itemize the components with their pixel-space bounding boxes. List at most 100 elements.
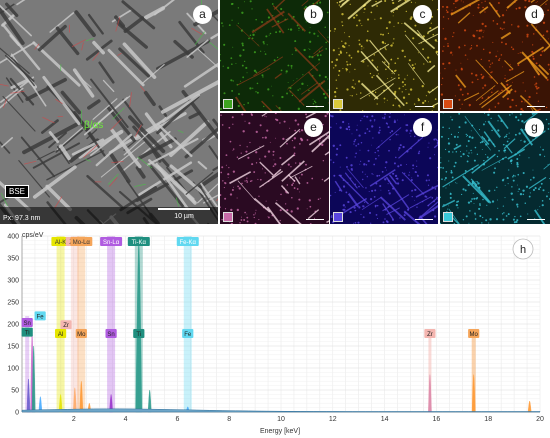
element-label: Zr xyxy=(63,323,69,329)
element-label-box xyxy=(127,237,150,246)
panel-letter-b: b xyxy=(304,5,323,24)
element-badge-c xyxy=(333,99,343,109)
y-tick-label: 200 xyxy=(7,322,19,329)
eds-spectrum-chart: Al-KZr-LMo-LαSn-LαTi-KαFe-KαFeSnTiZrAlMo… xyxy=(0,224,550,438)
spectrum-peak xyxy=(527,400,532,413)
y-tick-label: 50 xyxy=(11,388,19,395)
x-tick-label: 8 xyxy=(227,416,231,423)
x-tick-label: 10 xyxy=(277,416,285,423)
y-tick-label: 300 xyxy=(7,278,19,285)
pixel-size-label: Px: 97.3 nm xyxy=(3,215,41,222)
spectrum-peak xyxy=(428,374,432,413)
x-tick-label: 12 xyxy=(329,416,337,423)
element-label-box xyxy=(60,320,72,330)
map-scale-bar-d xyxy=(527,106,545,107)
spectrum-peaks xyxy=(26,242,532,413)
element-map-d xyxy=(440,0,550,111)
element-label-box xyxy=(133,329,145,338)
y-tick-label: 0 xyxy=(15,410,19,417)
y-tick-label: 250 xyxy=(7,300,19,307)
element-label-box xyxy=(51,237,70,246)
element-label-box xyxy=(21,318,33,327)
panel-letter-d: d xyxy=(525,5,544,24)
map-scale-bar-b xyxy=(306,106,324,107)
element-label-box xyxy=(468,329,480,338)
element-label: Ti-Kα xyxy=(132,240,147,246)
bse-micrograph xyxy=(0,0,218,224)
scale-bar-label: 10 µm xyxy=(174,213,194,220)
element-badge-f xyxy=(333,212,343,222)
panel-letter-h: h xyxy=(520,244,526,256)
element-label: Mo xyxy=(470,332,479,338)
element-label: Sn xyxy=(107,332,114,338)
element-label: Sn-Lα xyxy=(103,240,120,246)
element-label-box xyxy=(176,237,199,246)
spectrum-peak xyxy=(73,387,77,413)
element-label: Ti xyxy=(25,331,30,337)
element-label: Al-K xyxy=(55,240,66,246)
element-label-box xyxy=(424,329,436,338)
element-label-box xyxy=(100,237,123,246)
phase-label: β/αs xyxy=(84,120,104,131)
element-label: Fe xyxy=(37,314,45,320)
element-label-box xyxy=(70,237,93,246)
element-label: Al xyxy=(58,332,63,338)
spectrum-peak xyxy=(109,394,113,413)
panel-a-bse-image: a BSE Px: 97.3 nm 10 µm β/αs xyxy=(0,0,218,224)
spectrum-peak xyxy=(58,394,63,413)
spectrum-peak xyxy=(147,389,152,413)
x-tick-label: 2 xyxy=(72,416,76,423)
spectrum-background xyxy=(21,408,541,413)
panel-letter-c: c xyxy=(413,5,432,24)
spectrum-peak xyxy=(38,396,43,413)
panel-letter-e: e xyxy=(304,118,323,137)
map-scale-bar-f xyxy=(415,219,433,220)
element-label-box xyxy=(75,329,87,338)
element-label-box xyxy=(34,311,46,321)
panel-e-map: e xyxy=(220,113,329,224)
element-label-box xyxy=(105,329,117,338)
element-label: Fe-Kα xyxy=(180,240,197,246)
panel-letter-f: f xyxy=(413,118,432,137)
panel-c-map: c xyxy=(330,0,438,111)
y-tick-label: 350 xyxy=(7,256,19,263)
x-axis-label: Energy [keV] xyxy=(260,428,300,435)
x-tick-label: 6 xyxy=(175,416,179,423)
spectrum-peak xyxy=(471,374,476,413)
bse-mode-label: BSE xyxy=(5,185,30,198)
map-scale-bar-c xyxy=(415,106,433,107)
element-label-box xyxy=(21,327,33,337)
panel-letter-h-circle xyxy=(512,238,534,260)
panel-letter-a: a xyxy=(193,5,212,24)
element-badge-b xyxy=(223,99,233,109)
y-tick-label: 150 xyxy=(7,344,19,351)
panel-g-map: g xyxy=(440,113,550,224)
element-label: Mo-Lα xyxy=(73,240,91,246)
x-tick-label: 16 xyxy=(433,416,441,423)
map-scale-bar-g xyxy=(527,219,545,220)
spectrum-peak xyxy=(31,345,36,413)
element-label: Ti xyxy=(136,332,141,338)
x-tick-label: 18 xyxy=(484,416,492,423)
chart-grid xyxy=(21,235,541,413)
panel-d-map: d xyxy=(440,0,550,111)
element-label-box xyxy=(182,329,194,338)
y-tick-label: 100 xyxy=(7,366,19,373)
element-label: Zr xyxy=(427,332,433,338)
element-label: Fe xyxy=(184,332,192,338)
map-scale-bar-e xyxy=(306,219,324,220)
spectrum-peak xyxy=(79,380,84,413)
scale-bar-line xyxy=(158,208,210,210)
panel-b-map: b xyxy=(220,0,329,111)
panel-letter-g: g xyxy=(525,118,544,137)
element-label-box xyxy=(54,329,67,338)
x-tick-label: 20 xyxy=(536,416,544,423)
element-badge-e xyxy=(223,212,233,222)
spectrum-peak xyxy=(26,378,31,413)
element-label: Sn xyxy=(24,321,31,327)
element-labels: Al-KZr-LMo-LαSn-LαTi-KαFe-KαFeSnTiZrAlMo… xyxy=(21,237,480,338)
x-tick-label: 4 xyxy=(124,416,128,423)
element-badge-d xyxy=(443,99,453,109)
x-tick-label: 14 xyxy=(381,416,389,423)
